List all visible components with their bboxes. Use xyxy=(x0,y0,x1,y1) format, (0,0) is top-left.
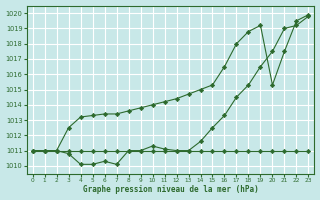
X-axis label: Graphe pression niveau de la mer (hPa): Graphe pression niveau de la mer (hPa) xyxy=(83,185,258,194)
